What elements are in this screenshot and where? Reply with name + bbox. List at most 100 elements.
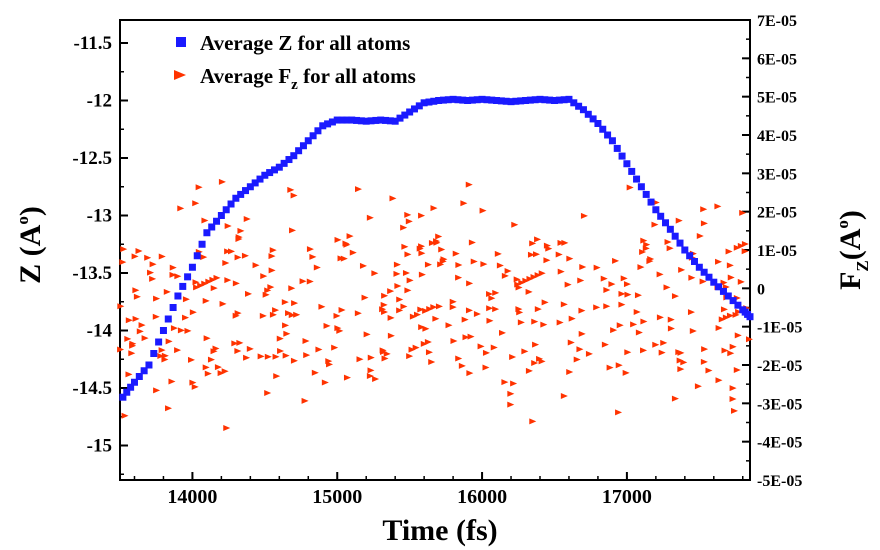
z-point: [517, 97, 525, 105]
fz-point: [125, 317, 133, 324]
fz-point: [640, 347, 648, 354]
fz-point: [404, 251, 412, 258]
fz-point: [732, 311, 740, 318]
z-point: [579, 106, 587, 114]
z-point: [362, 117, 370, 125]
fz-point: [237, 227, 245, 234]
fz-point: [534, 272, 542, 279]
z-point: [401, 111, 409, 119]
fz-point: [433, 238, 441, 245]
fz-point: [624, 291, 632, 298]
fz-point: [389, 195, 397, 202]
z-point: [493, 97, 501, 104]
fz-point: [282, 352, 290, 359]
fz-point: [676, 357, 684, 364]
fz-point: [393, 261, 401, 268]
fz-point: [268, 253, 276, 260]
fz-point: [132, 315, 140, 322]
fz-point: [534, 236, 542, 243]
z-point: [140, 367, 148, 375]
fz-point: [169, 264, 177, 271]
fz-point: [228, 248, 236, 255]
fz-point: [163, 288, 171, 295]
y2-tick-label: 7E-05: [757, 13, 797, 30]
fz-point: [538, 270, 546, 277]
z-point: [690, 258, 698, 265]
fz-point: [578, 330, 586, 337]
fz-point: [189, 379, 197, 386]
fz-point: [149, 261, 157, 268]
fz-point: [381, 292, 389, 299]
fz-point: [224, 277, 232, 284]
fz-point: [458, 362, 466, 369]
y2-tick-label: 6E-05: [757, 51, 797, 68]
fz-point: [656, 271, 664, 278]
fz-point: [492, 289, 500, 296]
fz-point: [363, 331, 371, 338]
z-point: [415, 102, 423, 110]
fz-point: [315, 346, 323, 353]
z-point: [449, 95, 457, 103]
legend-label-z: Average Z for all atoms: [200, 31, 410, 55]
z-point: [127, 383, 135, 391]
fz-point: [234, 254, 242, 261]
z-point: [208, 223, 216, 231]
fz-point: [147, 269, 155, 276]
fz-point: [658, 349, 666, 356]
z-point: [232, 194, 240, 202]
fz-point: [120, 246, 128, 253]
fz-point: [721, 347, 729, 354]
fz-point: [346, 233, 354, 240]
fz-point: [424, 339, 432, 346]
fz-point: [288, 285, 296, 292]
fz-point: [468, 239, 476, 246]
legend-marker-fz: [174, 70, 186, 80]
fz-point: [157, 353, 165, 360]
z-point: [478, 95, 486, 103]
fz-point: [380, 301, 388, 308]
fz-point: [306, 246, 314, 253]
fz-point: [234, 347, 242, 354]
legend: Average Z for all atoms Average Fz for a…: [174, 31, 416, 93]
fz-point: [585, 350, 593, 357]
fz-point: [667, 316, 675, 323]
fz-point: [290, 357, 298, 364]
fz-point: [424, 261, 432, 268]
fz-point: [222, 260, 230, 267]
legend-marker-z: [176, 37, 186, 47]
z-point: [328, 118, 336, 126]
y2-tick-label: 4E-05: [757, 128, 797, 145]
fz-point: [202, 364, 210, 371]
fz-point: [149, 275, 157, 282]
z-point: [430, 97, 438, 105]
fz-point: [699, 278, 707, 285]
fz-point: [165, 338, 173, 345]
y2-axis-title: FZ(Ao): [833, 210, 872, 290]
z-point: [396, 114, 404, 122]
fz-point: [737, 278, 745, 285]
fz-point: [342, 240, 350, 247]
fz-point: [731, 407, 739, 414]
fz-point: [195, 184, 203, 191]
fz-point: [492, 306, 500, 313]
x-tick-label: 16000: [457, 486, 507, 508]
fz-point: [529, 240, 537, 247]
fz-point: [418, 243, 426, 250]
fz-point: [192, 200, 200, 207]
z-point: [343, 116, 351, 124]
fz-point: [210, 348, 218, 355]
fz-point: [526, 275, 534, 282]
fz-point: [700, 220, 708, 227]
fz-point: [259, 312, 267, 319]
fz-point: [252, 262, 260, 269]
fz-point: [593, 304, 601, 311]
z-point: [522, 97, 530, 104]
fz-point: [734, 332, 742, 339]
z-point: [637, 183, 645, 191]
y-tick-label: -14: [87, 321, 113, 342]
fz-point: [521, 348, 529, 355]
fz-point: [400, 224, 408, 231]
z-point: [444, 96, 452, 104]
fz-point: [213, 274, 221, 281]
fz-point: [223, 425, 231, 432]
